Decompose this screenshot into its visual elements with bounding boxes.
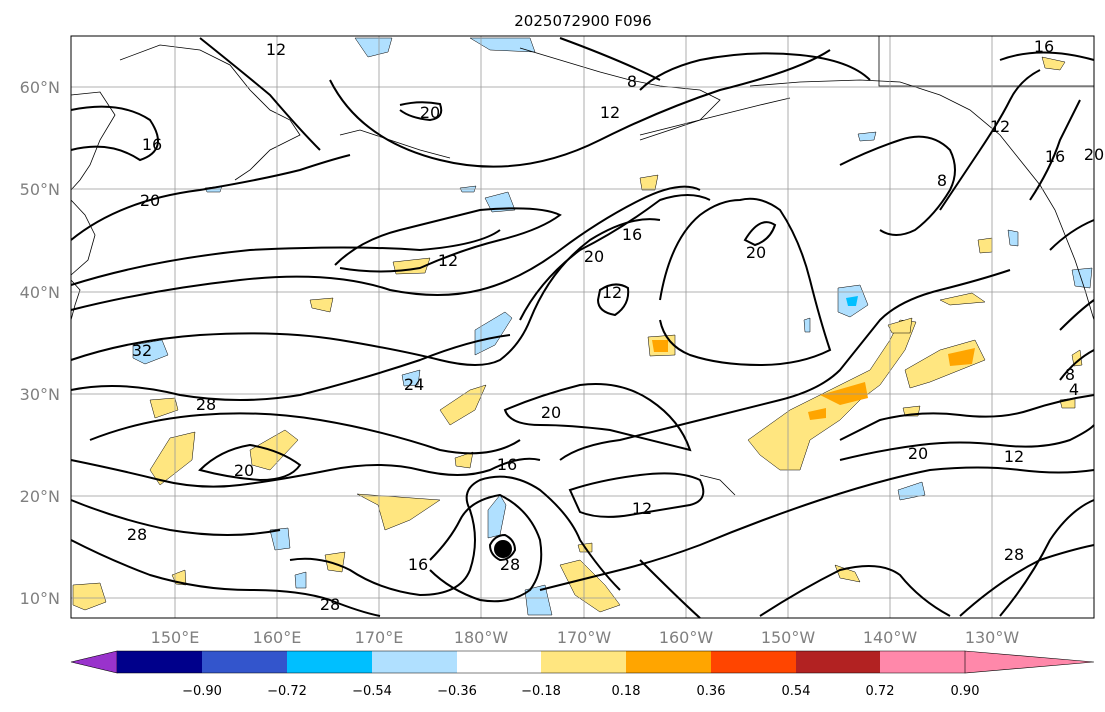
- contour-label: 12: [990, 117, 1010, 136]
- contour-label: 28: [320, 595, 340, 614]
- lon-label: 130°W: [965, 628, 1020, 647]
- lon-label: 150°W: [761, 628, 816, 647]
- contour-label: 12: [266, 40, 286, 59]
- contour-label: 20: [234, 461, 254, 480]
- contour-label: 20: [746, 243, 766, 262]
- contour-label: 4: [1069, 380, 1079, 399]
- lat-label: 50°N: [20, 180, 60, 199]
- lon-label: 180°W: [454, 628, 509, 647]
- contour-label: 16: [497, 455, 517, 474]
- contour-label: 16: [622, 225, 642, 244]
- longitude-labels: 150°E 160°E 170°E 180°W 170°W 160°W 150°…: [151, 628, 1020, 647]
- colorbar-segment: [626, 651, 711, 673]
- map-background: [71, 36, 1094, 618]
- lon-label: 170°W: [557, 628, 612, 647]
- contour-label: 32: [132, 341, 152, 360]
- latitude-labels: 60°N 50°N 40°N 30°N 20°N 10°N: [20, 78, 60, 608]
- colorbar-segment: [117, 651, 202, 673]
- colorbar-extend-min: [70, 650, 118, 674]
- colorbar-segment: [541, 651, 626, 673]
- contour-label: 12: [1004, 447, 1024, 466]
- colorbar-segment: [711, 651, 796, 673]
- colorbar-segment: [202, 651, 287, 673]
- lat-label: 40°N: [20, 283, 60, 302]
- contour-label: 20: [541, 403, 561, 422]
- lat-label: 60°N: [20, 78, 60, 97]
- storm-center-marker: [494, 540, 512, 558]
- lon-label: 140°W: [863, 628, 918, 647]
- colorbar-tick-label: 0.54: [782, 684, 811, 699]
- contour-label: 12: [438, 251, 458, 270]
- contour-label: 20: [584, 247, 604, 266]
- contour-label: 8: [627, 72, 637, 91]
- contour-label: 12: [632, 499, 652, 518]
- lon-label: 160°E: [253, 628, 302, 647]
- colorbar-segment: [457, 651, 541, 673]
- colorbar-tick-label: 0.36: [697, 684, 726, 699]
- colorbar-tick-label: −0.36: [437, 684, 477, 699]
- colorbar-segment: [796, 651, 880, 673]
- lon-label: 150°E: [151, 628, 200, 647]
- contour-label: 20: [908, 444, 928, 463]
- lon-label: 170°E: [355, 628, 404, 647]
- contour-lines: [70, 37, 1095, 619]
- contour-label: 28: [500, 555, 520, 574]
- contour-label: 8: [1065, 365, 1075, 384]
- colorbar-tick-label: 0.90: [951, 684, 980, 699]
- lon-label: 160°W: [659, 628, 714, 647]
- contour-label: 20: [140, 191, 160, 210]
- graticule: [71, 36, 1094, 618]
- lat-label: 10°N: [20, 589, 60, 608]
- colorbar-extend-max: [964, 650, 1095, 674]
- colorbar-tick-label: −0.18: [521, 684, 561, 699]
- contour-label: 28: [127, 525, 147, 544]
- colorbar-segment: [880, 651, 965, 673]
- map-panel: 12 16 8 16 20 20 12 20 16 12 20 8 16 12 …: [70, 35, 1104, 619]
- colorbar: −0.90 −0.72 −0.54 −0.36 −0.18 0.18 0.36 …: [70, 650, 1095, 699]
- contour-label: 16: [1034, 37, 1054, 56]
- figure-title: 2025072900 F096: [514, 12, 651, 30]
- contour-label: 8: [937, 171, 947, 190]
- contour-label: 28: [196, 395, 216, 414]
- contour-label: 12: [600, 103, 620, 122]
- lat-label: 30°N: [20, 385, 60, 404]
- colorbar-tick-label: −0.90: [182, 684, 222, 699]
- contour-label: 24: [404, 375, 424, 394]
- contour-label: 16: [142, 135, 162, 154]
- contour-label: 16: [408, 555, 428, 574]
- colorbar-tick-label: 0.72: [866, 684, 895, 699]
- positive-shading: [72, 56, 1083, 613]
- negative-shading: [132, 37, 1093, 616]
- lat-label: 20°N: [20, 487, 60, 506]
- contour-label-group: 12 16 8 16 20 20 12 20 16 12 20 8 16 12 …: [127, 37, 1104, 614]
- colorbar-tick-label: 0.18: [612, 684, 641, 699]
- colorbar-segment: [287, 651, 372, 673]
- coastlines: [70, 36, 1095, 496]
- contour-label: 16: [1045, 147, 1065, 166]
- colorbar-tick-label: −0.72: [267, 684, 307, 699]
- contour-label: 28: [1004, 545, 1024, 564]
- map-frame: [70, 35, 1095, 619]
- colorbar-segment: [372, 651, 457, 673]
- contour-label: 20: [420, 103, 440, 122]
- contour-label: 12: [602, 283, 622, 302]
- colorbar-tick-label: −0.54: [352, 684, 392, 699]
